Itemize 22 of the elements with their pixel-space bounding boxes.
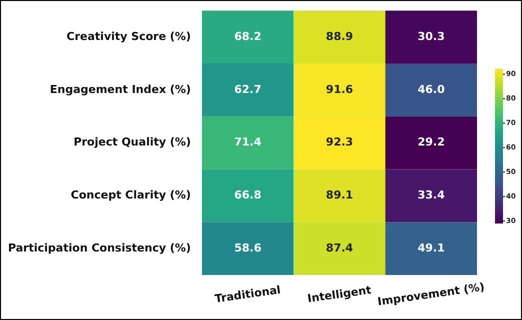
data-label: 33.4: [418, 188, 446, 202]
data-label: 71.4: [234, 136, 262, 149]
data-label: 68.2: [234, 30, 262, 43]
data-label: 58.6: [234, 241, 262, 254]
y-tick-label: Participation Consistency (%): [8, 241, 191, 254]
data-label: 62.7: [234, 82, 262, 96]
data-label: 29.2: [418, 136, 445, 149]
y-tick-label: Engagement Index (%): [50, 82, 191, 96]
data-label: 66.8: [234, 188, 262, 202]
data-label: 46.0: [418, 82, 446, 96]
x-tick-label: Traditional: [214, 283, 282, 306]
data-label: 30.3: [418, 30, 445, 43]
y-tick-label: Creativity Score (%): [66, 30, 191, 43]
data-label: 87.4: [326, 241, 354, 254]
data-label: 88.9: [326, 30, 354, 43]
x-tick-label: Intelligent: [306, 283, 372, 306]
data-label: 89.1: [326, 188, 354, 202]
y-tick-label: Concept Clarity (%): [70, 188, 191, 202]
data-label: 91.6: [326, 82, 354, 96]
y-tick-label: Project Quality (%): [74, 136, 191, 149]
data-label: 92.3: [326, 136, 354, 149]
data-label: 49.1: [418, 241, 445, 254]
